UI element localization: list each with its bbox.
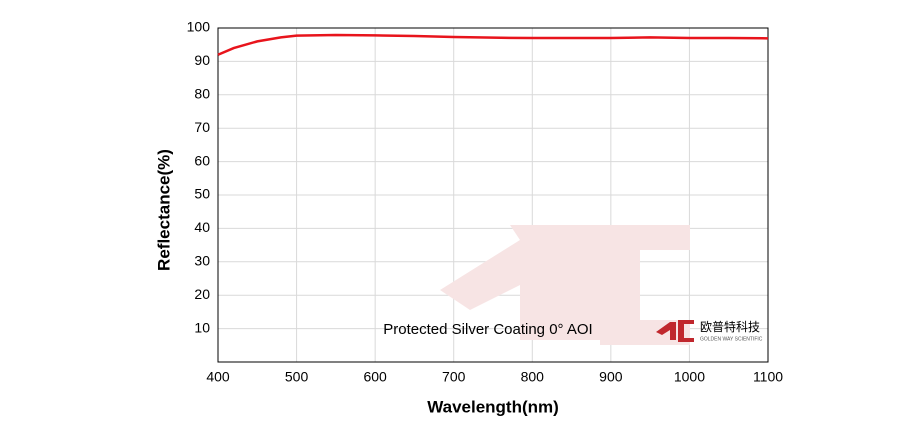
y-tick-label: 50: [194, 186, 210, 202]
watermark: [440, 225, 690, 345]
logo: 欧普特科技 GOLDEN WAY SCIENTIFIC: [656, 319, 763, 342]
x-tick-label: 500: [285, 369, 309, 385]
x-tick-label: 1000: [674, 369, 705, 385]
x-tick-label: 1100: [753, 369, 783, 385]
y-tick-label: 10: [194, 319, 210, 335]
y-tick-label: 90: [194, 52, 210, 68]
y-tick-label: 30: [194, 253, 210, 269]
plot-frame: [217, 27, 769, 363]
annotation: Protected Silver Coating 0° AOI: [383, 321, 592, 338]
x-tick-label: 700: [442, 369, 466, 385]
y-tick-label: 70: [194, 119, 210, 135]
x-axis-title: Wavelength(nm): [427, 397, 559, 416]
y-tick-label: 40: [194, 219, 210, 235]
grid: [217, 27, 769, 362]
logo-subtext: GOLDEN WAY SCIENTIFIC: [700, 336, 763, 342]
x-tick-label: 900: [599, 369, 623, 385]
y-tick-label: 20: [194, 286, 210, 302]
data-line: [217, 33, 769, 56]
y-tick-label: 60: [194, 152, 210, 168]
logo-text: 欧普特科技: [700, 319, 760, 334]
y-tick-label: 100: [187, 19, 211, 35]
x-tick-label: 400: [206, 369, 230, 385]
x-tick-label: 800: [521, 369, 545, 385]
y-axis-title: Reflectance(%): [154, 149, 173, 271]
y-tick-label: 80: [194, 86, 210, 102]
x-tick-label: 600: [363, 369, 387, 385]
